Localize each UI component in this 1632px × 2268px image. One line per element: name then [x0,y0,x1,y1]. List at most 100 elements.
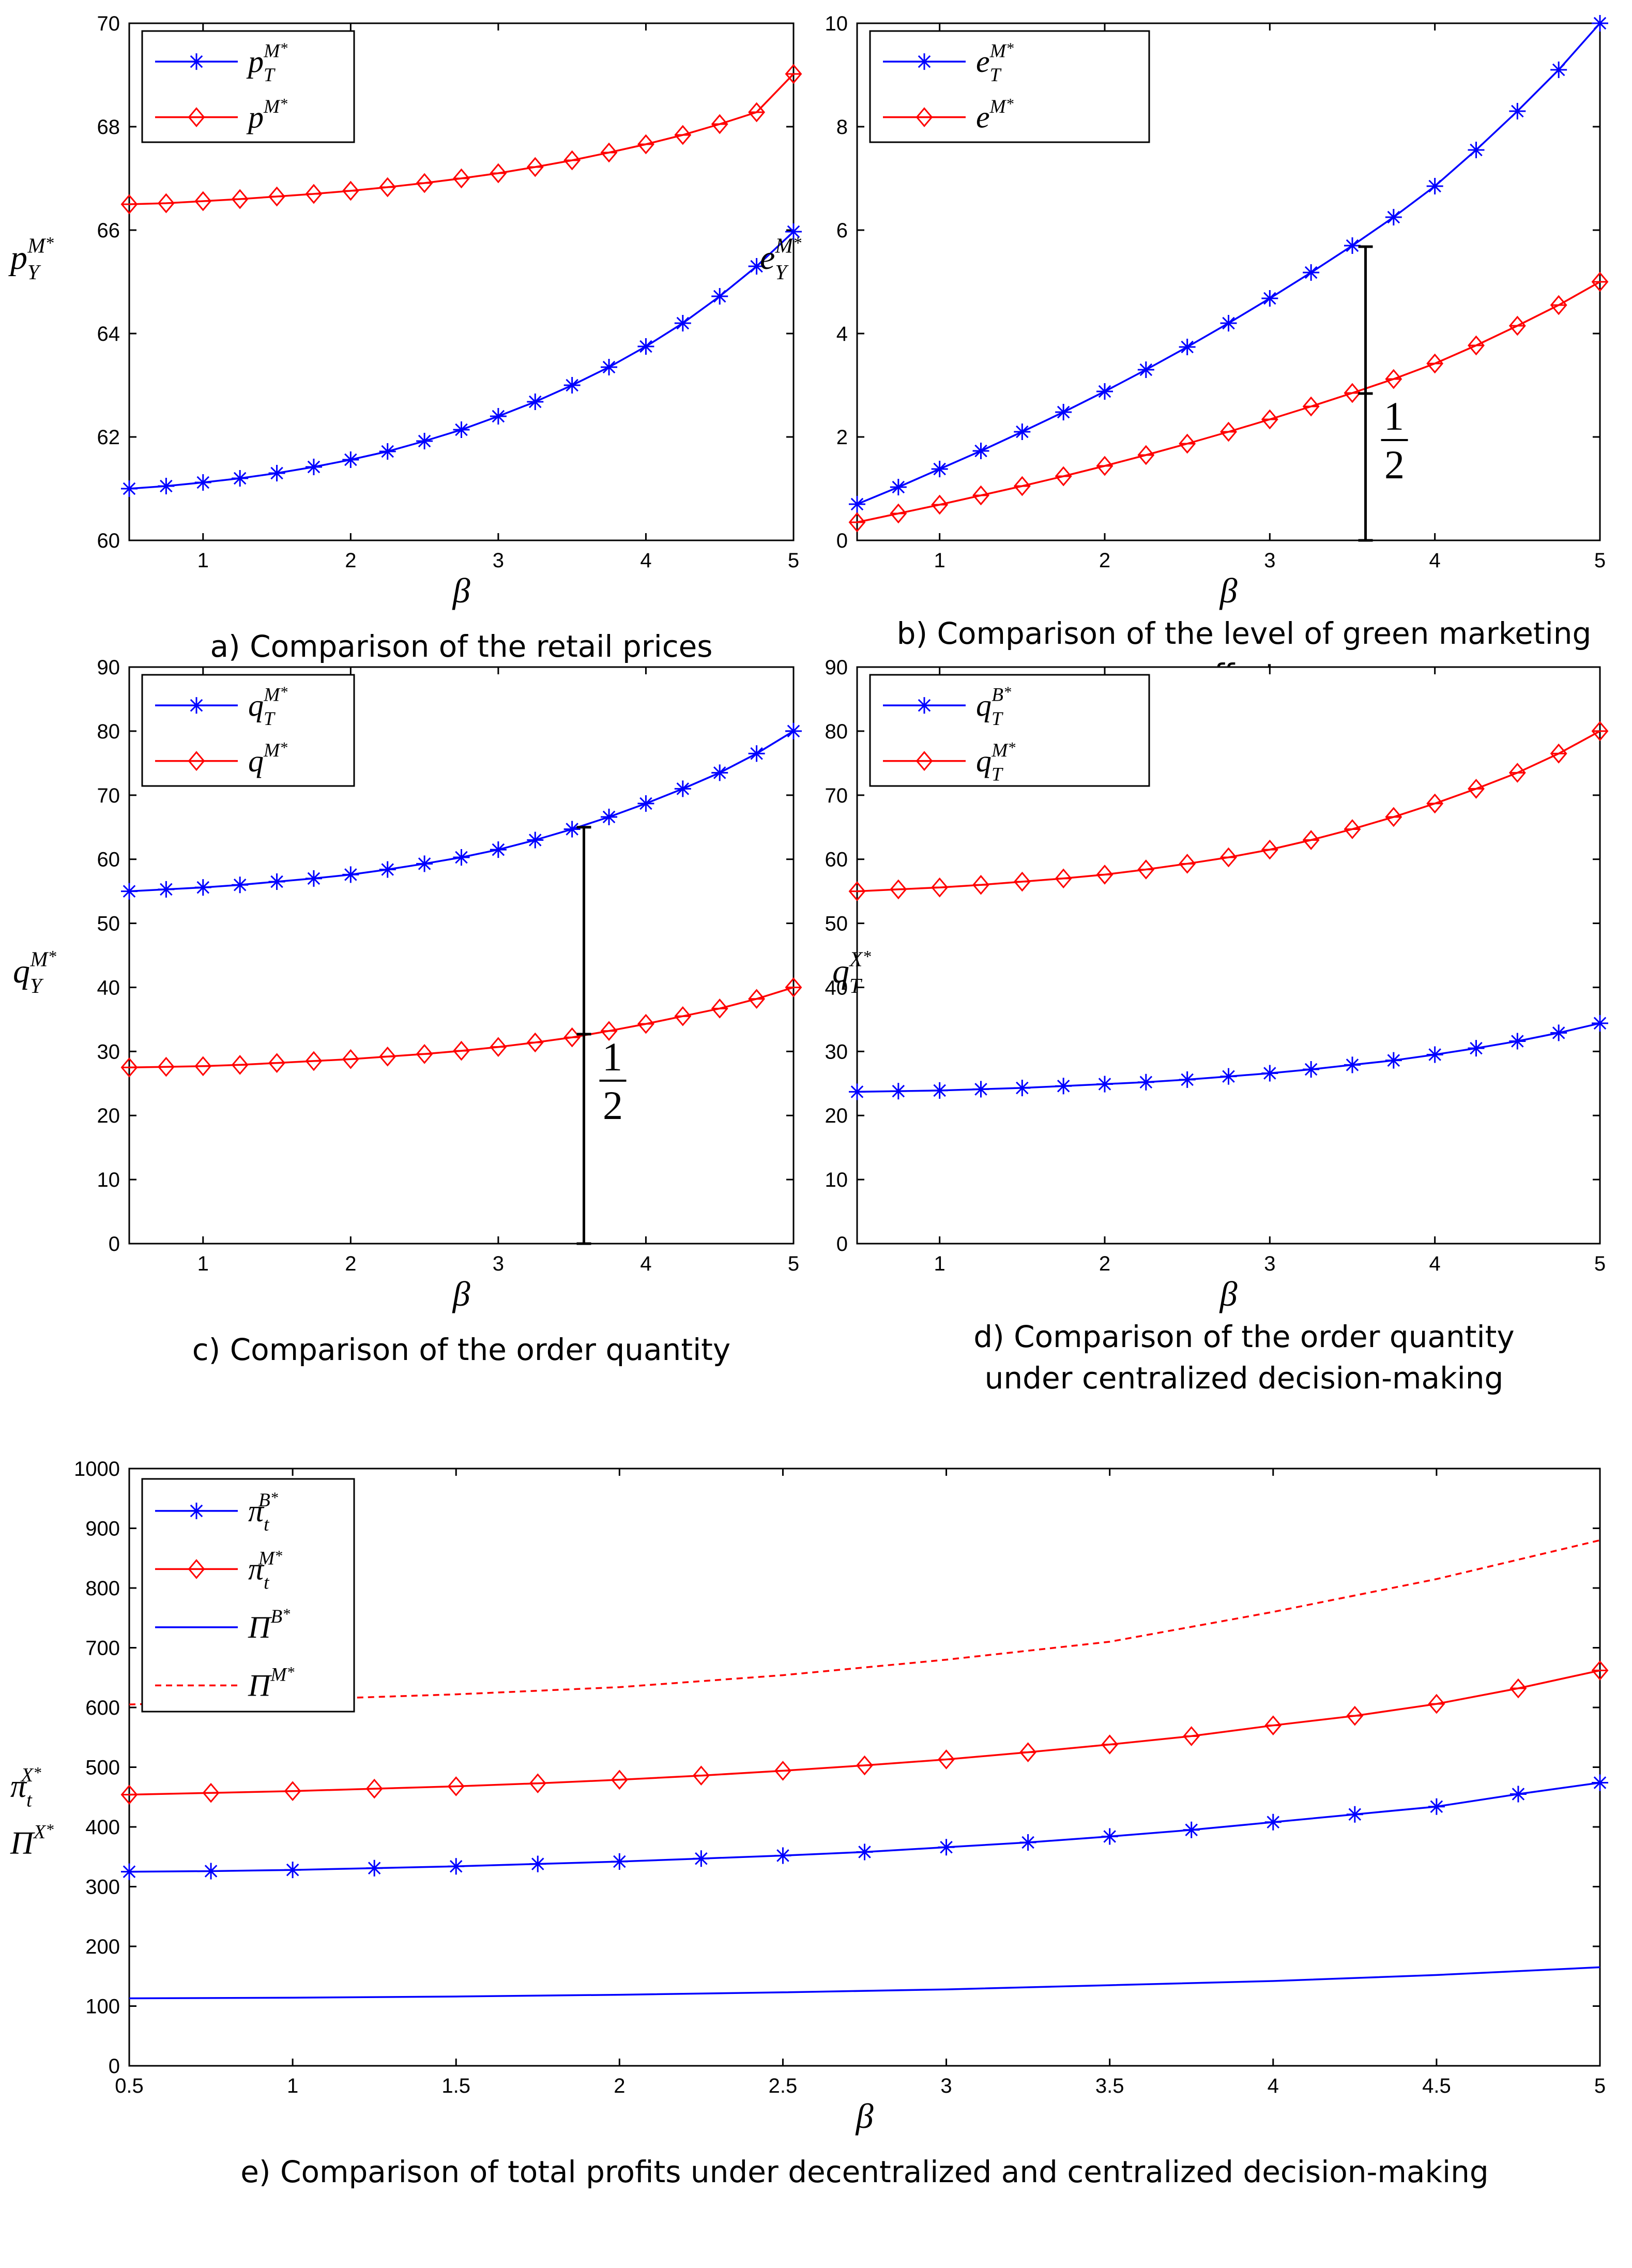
data-point-diamond [1468,335,1485,356]
data-point-diamond [1096,865,1114,885]
legend-label: pTM* [246,40,287,86]
data-point-diamond [1591,271,1609,292]
data-point-star [1137,361,1154,378]
data-point-diamond [1428,1694,1445,1714]
chart-total-profits: 0.5 1 1.5 2 2.5 3 3.5 4 4.5 5 0 100 200 300 400 500 600 7… [10,1458,1609,2189]
x-tick-label: 2 [345,549,356,572]
data-point-diamond [972,485,989,506]
data-point-star [674,315,691,331]
data-point-diamond [1550,743,1567,764]
y-tick-label: 500 [85,1757,120,1779]
data-point-star [1137,1073,1154,1091]
data-point-diamond [1179,433,1196,454]
data-point-diamond [1385,369,1402,389]
data-point-diamond [1508,315,1526,336]
chart-retail-prices: 1 2 3 4 5 60 62 64 66 68 70 pTM* pM* β pYM* a) Comparis… [8,12,802,664]
data-point-star [890,479,907,495]
data-point-diamond [526,1032,544,1053]
y-tick-label: 50 [97,913,120,935]
y-tick-label: 68 [97,116,120,139]
data-point-diamond [194,1056,212,1077]
data-point-star [268,465,285,481]
data-point-diamond [600,142,618,163]
data-point-diamond [563,150,581,171]
legend-label: qTM* [248,684,287,730]
data-point-diamond [890,503,907,524]
y-axis-label-line-1: πtX* [10,1763,41,1811]
y-tick-label: 8 [836,116,848,139]
y-tick-label: 60 [97,849,120,871]
annotation-numerator: 1 [602,1034,622,1079]
data-point-star [1509,103,1526,119]
caption-line-1: d) Comparison of the order quantity [973,1319,1514,1354]
data-point-diamond [416,173,433,193]
annotation-denominator: 2 [1384,442,1405,487]
y-axis-label: qYM* [13,947,56,997]
data-point-star [379,861,396,878]
data-point-star [1592,1774,1608,1791]
data-point-star [785,722,802,739]
x-tick-label: 4.5 [1422,2075,1451,2097]
caption-line-2: under centralized decision-making [985,1360,1504,1396]
data-point-diamond [231,1055,249,1075]
data-point-diamond [848,512,866,533]
legend-label: pM* [246,96,287,134]
x-tick-label: 3 [1264,1252,1275,1275]
data-point-diamond [120,1057,138,1078]
x-tick-label: 5 [1594,549,1606,572]
data-point-diamond [416,1044,433,1064]
y-tick-label: 90 [825,656,848,679]
data-point-diamond [637,134,654,155]
data-point-star [611,1853,628,1870]
data-point-diamond [1264,1715,1282,1735]
y-axis-label-line-2: ΠX* [10,1820,54,1861]
caption-line-1: b) Comparison of the level of green mark… [897,616,1592,651]
y-tick-label: 10 [825,1169,848,1191]
data-point-star [1179,1071,1196,1088]
data-point-star [416,433,433,449]
data-point-diamond [748,989,766,1009]
data-point-star [693,1850,710,1867]
data-point-diamond [231,189,249,209]
data-point-star [416,855,433,872]
data-point-star [1426,178,1443,194]
data-point-diamond [305,1051,323,1071]
data-point-star [1055,1078,1072,1095]
data-point-star [563,377,581,394]
data-point-star [342,866,359,883]
data-point-star [1426,1046,1443,1063]
data-point-star [490,408,507,425]
y-tick-label: 30 [825,1040,848,1063]
data-point-star [121,1863,138,1880]
data-point-star [1264,1813,1282,1831]
data-point-star [1220,1068,1237,1085]
data-point-star [1096,383,1113,400]
data-point-star [931,461,948,477]
data-point-diamond [856,1755,873,1776]
data-point-star [379,443,396,460]
data-point-star [674,780,691,797]
y-tick-label: 100 [85,1995,120,2018]
legend-marker-star [916,53,933,70]
y-axis-label: pYM* [8,234,54,283]
y-tick-label: 64 [97,323,120,345]
data-point-star [1344,237,1361,254]
data-point-diamond [1426,793,1444,814]
data-point-diamond [194,191,212,211]
x-tick-label: 3.5 [1095,2075,1124,2097]
data-point-star [748,258,765,275]
data-point-diamond [284,1781,301,1802]
legend-marker-diamond [188,751,205,771]
legend-box [141,674,355,787]
data-point-star [938,1839,955,1856]
data-point-diamond [268,186,285,207]
data-point-diamond [365,1778,383,1799]
x-tick-label: 2 [1099,1252,1110,1275]
legend-box [869,674,1150,787]
y-tick-label: 20 [97,1105,120,1127]
data-point-diamond [379,1046,396,1067]
y-axis-label: eYM* [760,234,802,283]
data-point-star [1346,1806,1363,1823]
data-point-diamond [1346,1705,1364,1726]
data-point-diamond [890,879,907,900]
